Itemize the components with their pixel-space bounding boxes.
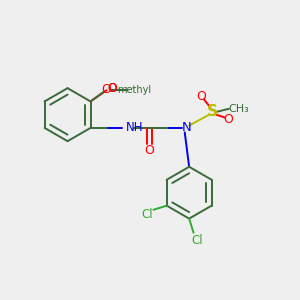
Text: NH: NH (126, 122, 143, 134)
Text: CH₃: CH₃ (229, 104, 250, 114)
Text: Cl: Cl (191, 234, 203, 247)
Text: O: O (223, 113, 233, 127)
Text: methyl: methyl (131, 88, 136, 89)
Text: O: O (196, 90, 206, 103)
Text: O: O (107, 82, 117, 95)
Text: methyl: methyl (126, 87, 131, 88)
Text: Cl: Cl (141, 208, 153, 221)
Text: O: O (107, 82, 117, 95)
Text: methyl: methyl (117, 85, 152, 95)
Text: O: O (145, 144, 154, 157)
Text: N: N (182, 122, 192, 134)
Text: S: S (207, 104, 218, 119)
Text: O: O (101, 83, 111, 96)
Text: methyl: methyl (126, 89, 131, 91)
Text: methyl: methyl (126, 89, 131, 90)
